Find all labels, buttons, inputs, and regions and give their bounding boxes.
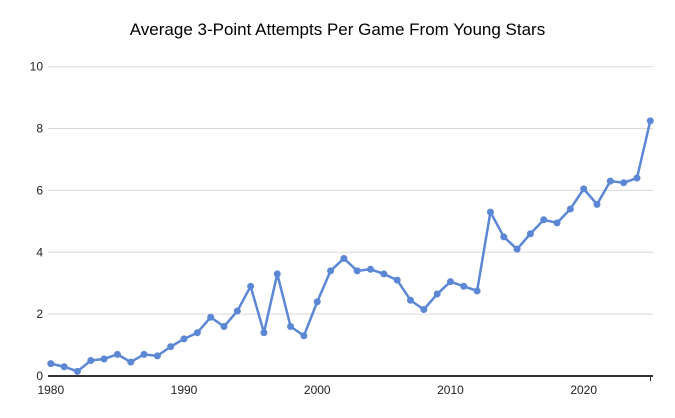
y-axis-tick-label: 2 [36, 307, 43, 321]
data-point-1996 [260, 329, 268, 337]
data-point-1992 [207, 313, 215, 321]
data-point-2024 [633, 174, 641, 182]
data-point-1997 [273, 270, 281, 278]
data-point-2021 [593, 200, 601, 208]
data-point-2001 [327, 267, 335, 275]
x-axis-tick-label: 1980 [37, 383, 64, 397]
data-point-2019 [566, 205, 574, 213]
data-point-1998 [287, 323, 295, 331]
data-point-2022 [606, 177, 614, 185]
data-point-2018 [553, 219, 561, 227]
data-point-1989 [167, 343, 175, 351]
chart-title: Average 3-Point Attempts Per Game From Y… [129, 20, 546, 39]
y-axis-tick-label: 10 [30, 60, 44, 74]
data-line [49, 119, 652, 373]
data-point-2003 [353, 267, 361, 275]
y-axis-tick-label: 8 [36, 122, 43, 136]
data-point-1999 [300, 332, 308, 340]
data-point-2020 [580, 185, 588, 193]
data-point-2000 [313, 298, 321, 306]
data-point-2016 [526, 230, 534, 238]
data-point-2015 [513, 245, 521, 253]
y-axis-tick-label: 6 [36, 183, 43, 197]
data-point-2010 [446, 278, 454, 286]
data-point-2017 [540, 216, 548, 224]
data-point-1993 [220, 323, 228, 331]
data-point-1991 [193, 329, 201, 337]
data-point-2002 [340, 254, 348, 262]
x-axis-tick-label: 2010 [437, 383, 464, 397]
x-axis-tick-label: 2000 [304, 383, 331, 397]
data-point-2011 [460, 282, 468, 290]
data-point-1981 [60, 363, 68, 371]
data-point-1994 [233, 307, 241, 315]
data-point-1980 [47, 360, 55, 368]
data-point-1982 [73, 367, 81, 375]
data-point-1986 [127, 358, 135, 366]
data-point-1984 [100, 355, 108, 363]
data-point-1990 [180, 335, 188, 343]
data-point-1995 [247, 282, 255, 290]
data-point-2008 [420, 306, 428, 314]
data-point-1987 [140, 350, 148, 358]
data-point-2023 [620, 179, 628, 187]
data-point-2012 [473, 287, 481, 295]
data-point-2005 [380, 270, 388, 278]
x-axis-tick-label: 2020 [570, 383, 597, 397]
data-point-1988 [153, 352, 161, 360]
data-point-1983 [87, 357, 95, 365]
y-axis-tick-label: 0 [36, 369, 43, 383]
data-point-2006 [393, 276, 401, 284]
data-point-2009 [433, 290, 441, 298]
data-point-2013 [486, 208, 494, 216]
x-axis-tick-label: 1990 [171, 383, 198, 397]
data-point-2004 [367, 265, 375, 273]
data-point-1985 [113, 350, 121, 358]
data-point-2025 [646, 117, 654, 125]
data-point-2014 [500, 233, 508, 241]
y-axis-tick-label: 4 [36, 245, 43, 259]
data-point-2007 [407, 296, 414, 304]
